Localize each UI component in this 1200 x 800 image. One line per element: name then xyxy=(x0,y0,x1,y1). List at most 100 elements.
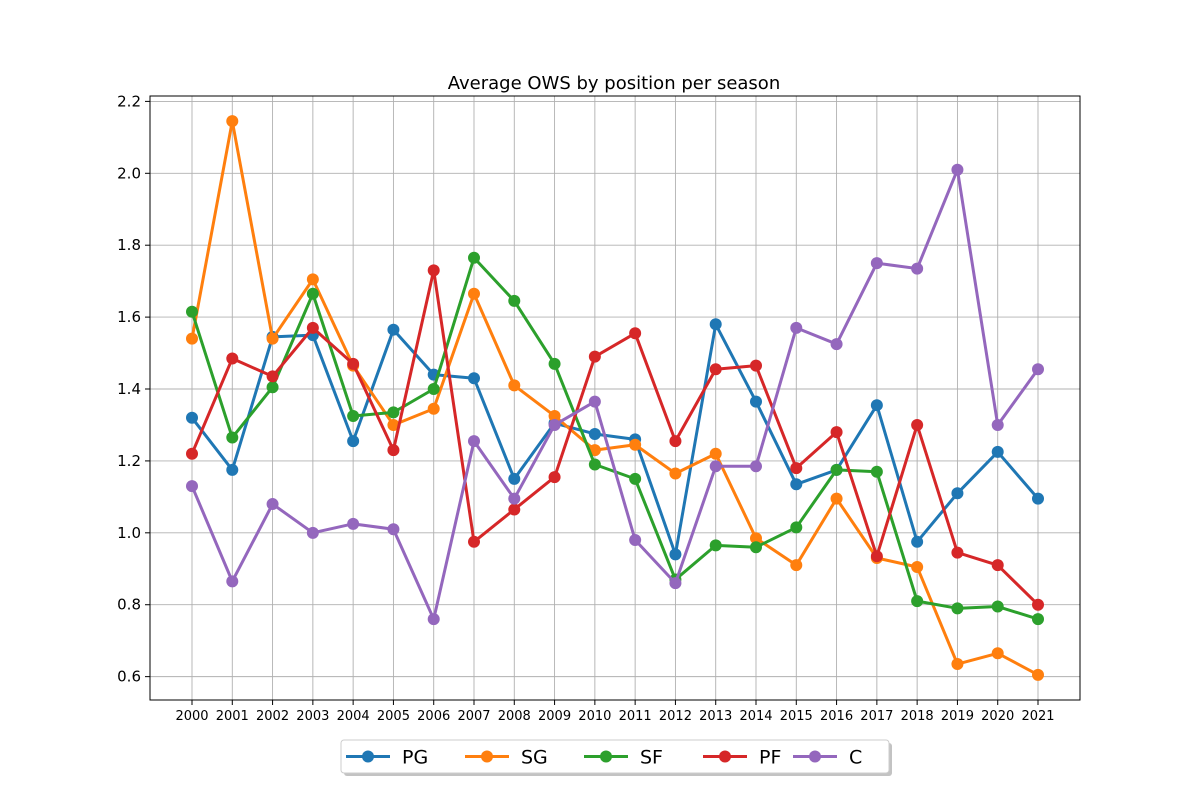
legend-entry-pf: PF xyxy=(703,747,781,769)
x-tick-label: 2019 xyxy=(941,709,974,724)
legend-label: PF xyxy=(759,747,781,769)
data-point xyxy=(266,332,279,345)
data-point xyxy=(870,550,883,563)
x-tick-label: 2018 xyxy=(901,709,934,724)
data-point xyxy=(226,352,239,365)
data-point xyxy=(266,498,279,511)
data-point xyxy=(669,548,682,561)
data-point xyxy=(991,559,1004,572)
data-point xyxy=(347,435,360,448)
series-line xyxy=(190,119,1039,677)
x-tick-label: 2012 xyxy=(659,709,692,724)
y-tick-label: 2.2 xyxy=(117,92,141,110)
x-tick-label: 2010 xyxy=(578,709,611,724)
data-point xyxy=(750,395,762,408)
x-tick-label: 2002 xyxy=(256,709,289,724)
data-point xyxy=(951,658,964,671)
axes: 2000 2001 2002 2003 2004 2005 2006 2007 2008 2009… xyxy=(117,92,1081,724)
x-tick-label: 2011 xyxy=(619,709,652,724)
data-point xyxy=(911,560,924,573)
x-tick-label: 2021 xyxy=(1021,709,1054,724)
data-point xyxy=(266,370,279,383)
data-point xyxy=(387,444,400,457)
series-sg xyxy=(186,115,1044,681)
y-tick-label: 1.0 xyxy=(117,524,141,542)
x-tick-label: 2005 xyxy=(377,709,410,724)
data-point xyxy=(387,418,400,431)
data-point xyxy=(186,305,198,318)
data-point xyxy=(548,418,561,431)
series-line xyxy=(190,322,1040,556)
x-tick-label: 2017 xyxy=(860,709,893,724)
data-point xyxy=(306,321,319,334)
x-tick-label: 2006 xyxy=(417,709,450,724)
data-point xyxy=(266,381,279,394)
data-point xyxy=(508,492,521,505)
legend-entry-pg: PG xyxy=(346,747,428,769)
legend-marker xyxy=(481,750,493,763)
data-point xyxy=(669,577,682,590)
legend-label: C xyxy=(849,747,862,769)
series-pf xyxy=(186,264,1044,611)
data-point xyxy=(750,541,762,554)
data-point xyxy=(1032,613,1044,626)
data-point xyxy=(427,402,440,415)
data-point xyxy=(427,383,440,396)
legend-marker xyxy=(809,750,821,763)
data-point xyxy=(1032,363,1044,376)
y-tick-label: 1.2 xyxy=(117,452,141,470)
data-point xyxy=(911,262,924,275)
y-tick-label: 0.6 xyxy=(117,668,141,686)
x-tick-label: 2008 xyxy=(498,709,531,724)
legend-label: SF xyxy=(640,747,663,769)
data-point xyxy=(870,465,883,478)
plot-frame xyxy=(149,95,1081,701)
data-point xyxy=(669,467,682,480)
data-point xyxy=(951,546,964,559)
x-tick-label: 2016 xyxy=(820,709,853,724)
data-point xyxy=(709,460,722,473)
data-point xyxy=(548,471,561,484)
data-point xyxy=(588,458,601,471)
data-point xyxy=(951,602,964,615)
series-sf xyxy=(186,251,1044,626)
y-tick-label: 0.8 xyxy=(117,596,141,614)
data-point xyxy=(991,418,1004,431)
chart-title: Average OWS by position per season xyxy=(448,73,780,94)
data-point xyxy=(427,264,440,277)
data-point xyxy=(669,435,682,448)
data-point xyxy=(588,427,601,440)
x-tick-label: 2015 xyxy=(780,709,813,724)
data-point xyxy=(830,492,843,505)
series-lines xyxy=(186,115,1044,681)
data-point xyxy=(750,359,762,372)
data-point xyxy=(347,409,360,422)
data-point xyxy=(468,372,480,385)
data-point xyxy=(508,472,521,485)
legend: PG SG SF PF C xyxy=(340,739,892,776)
data-point xyxy=(951,163,964,176)
data-point xyxy=(226,463,239,476)
data-point xyxy=(790,478,803,491)
legend-marker xyxy=(362,750,374,763)
data-point xyxy=(750,532,762,545)
data-point xyxy=(306,287,319,300)
data-point xyxy=(508,503,521,516)
x-tick-label: 2004 xyxy=(337,709,370,724)
data-point xyxy=(347,357,360,370)
data-point xyxy=(508,379,521,392)
data-point xyxy=(226,431,239,444)
y-tick-label: 1.4 xyxy=(117,380,141,398)
data-point xyxy=(548,409,561,422)
series-line xyxy=(190,268,1040,606)
data-point xyxy=(911,595,924,608)
data-point xyxy=(790,521,803,534)
data-point xyxy=(709,318,722,331)
data-point xyxy=(186,332,198,345)
data-point xyxy=(306,526,319,539)
data-point xyxy=(790,321,803,334)
data-point xyxy=(951,487,964,500)
data-point xyxy=(830,463,843,476)
data-point xyxy=(1032,598,1044,611)
data-point xyxy=(629,327,642,340)
